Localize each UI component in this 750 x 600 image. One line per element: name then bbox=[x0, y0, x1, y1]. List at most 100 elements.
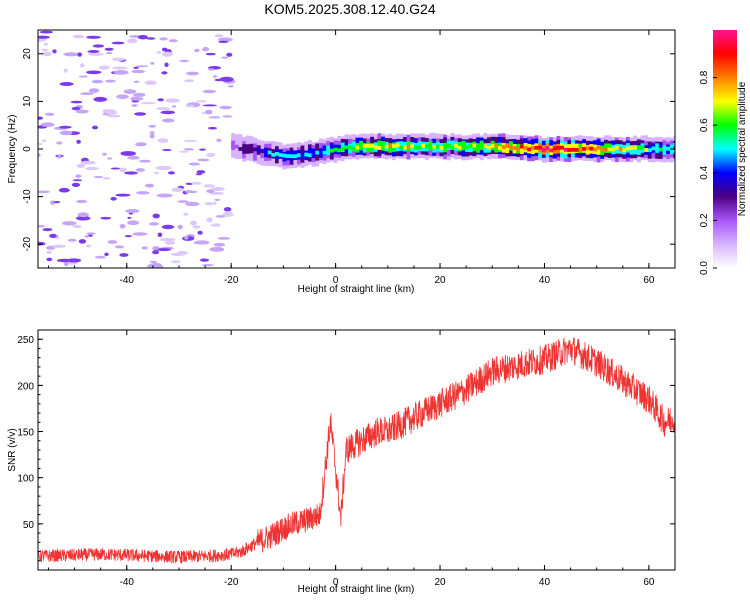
heatmap-xtick-label: 40 bbox=[539, 275, 551, 286]
heatmap-ridge-cell bbox=[530, 146, 535, 150]
heatmap-ytick-label: -20 bbox=[22, 237, 33, 252]
heatmap-noise-cell bbox=[91, 79, 104, 84]
heatmap-ridge-cell bbox=[264, 149, 268, 154]
heatmap-ridge-cell bbox=[604, 147, 608, 152]
heatmap-ridge-cell bbox=[472, 143, 477, 148]
heatmap-noise-cell bbox=[120, 151, 136, 156]
heatmap-noise-cell bbox=[156, 107, 170, 111]
heatmap-noise-cell bbox=[76, 199, 88, 204]
heatmap-noise-cell bbox=[67, 238, 77, 242]
heatmap-ridge-cell bbox=[563, 147, 568, 152]
heatmap-noise-cell bbox=[177, 224, 183, 230]
heatmap-ridge-cell bbox=[238, 147, 243, 151]
snr-ytick-label: 200 bbox=[17, 381, 34, 392]
heatmap-noise-cell bbox=[135, 142, 147, 147]
heatmap-noise-cell bbox=[135, 65, 149, 68]
heatmap-ridge-cell bbox=[625, 146, 630, 151]
snr-ytick-label: 250 bbox=[17, 335, 34, 346]
heatmap-noise-cell bbox=[148, 82, 156, 85]
heatmap-noise-cell bbox=[102, 177, 111, 180]
heatmap-noise-cell bbox=[139, 159, 151, 163]
heatmap-ridge-cell bbox=[322, 145, 327, 156]
heatmap-noise-cell bbox=[153, 171, 159, 175]
heatmap-ridge-cell bbox=[267, 150, 272, 155]
heatmap-noise-cell bbox=[168, 39, 178, 43]
colorbar-tick-label: 0.6 bbox=[699, 118, 710, 132]
heatmap-noise-cell bbox=[72, 225, 82, 228]
heatmap-ridge-cell bbox=[545, 146, 550, 150]
heatmap-ridge-cell bbox=[351, 141, 356, 152]
heatmap-ridge-cell bbox=[275, 152, 279, 156]
heatmap-noise-cell bbox=[213, 242, 226, 247]
heatmap-noise-cell bbox=[76, 163, 86, 168]
heatmap-ridge-cell bbox=[651, 146, 656, 151]
heatmap-noise-cell bbox=[85, 166, 99, 171]
heatmap-noise-cell bbox=[185, 104, 196, 108]
heatmap-noise-cell bbox=[94, 255, 106, 259]
heatmap-xlabel: Height of straight line (km) bbox=[298, 284, 415, 295]
heatmap-ridge-cell bbox=[538, 145, 543, 150]
heatmap-ridge-cell bbox=[534, 145, 539, 150]
heatmap-ridge-cell bbox=[428, 140, 433, 151]
heatmap-ridge-cell bbox=[395, 143, 400, 148]
heatmap-ridge-cell bbox=[362, 143, 367, 153]
heatmap-noise-cell bbox=[125, 209, 140, 213]
heatmap-noise-cell bbox=[157, 98, 164, 102]
colorbar: 0.0 0.2 0.4 0.6 0.8 Normalized spectral ampl… bbox=[699, 30, 748, 275]
heatmap-noise-cell bbox=[100, 216, 112, 220]
heatmap-ridge-cell bbox=[479, 145, 484, 150]
heatmap-ridge-cell bbox=[655, 147, 660, 152]
heatmap-ridge-cell bbox=[260, 148, 265, 159]
heatmap-noise-cell bbox=[159, 238, 176, 242]
heatmap-noise-cell bbox=[197, 230, 203, 235]
heatmap-noise-cell bbox=[124, 235, 133, 238]
heatmap-noise-cell bbox=[149, 133, 155, 139]
heatmap-noise-cell bbox=[46, 257, 53, 262]
heatmap-noise-cell bbox=[141, 246, 148, 250]
heatmap-noise-cell bbox=[131, 104, 138, 107]
heatmap-noise-cell bbox=[149, 222, 159, 226]
heatmap-noise-cell bbox=[133, 80, 140, 84]
heatmap-noise-cell bbox=[104, 47, 114, 51]
heatmap-ridge-cell bbox=[629, 146, 634, 151]
heatmap-ridge-cell bbox=[567, 148, 572, 152]
heatmap-ridge-cell bbox=[337, 148, 342, 153]
heatmap-noise-cell bbox=[161, 71, 168, 75]
heatmap-noise-cell bbox=[212, 201, 217, 205]
heatmap-ridge-cell bbox=[359, 140, 363, 151]
heatmap-ridge-cell bbox=[465, 145, 469, 149]
heatmap-noise-cell bbox=[213, 75, 218, 78]
snr-xtick-label: -40 bbox=[120, 577, 135, 588]
heatmap-ridge-cell bbox=[307, 148, 312, 158]
heatmap-noise-cell bbox=[199, 148, 206, 151]
heatmap-ridge-cell bbox=[487, 145, 491, 150]
heatmap-noise-cell bbox=[165, 98, 180, 103]
heatmap-ridge-cell bbox=[344, 145, 349, 150]
heatmap-noise-cell bbox=[75, 174, 82, 178]
heatmap-noise-cell bbox=[135, 168, 145, 172]
heatmap-ridge-cell bbox=[582, 147, 586, 151]
heatmap-noise-cell bbox=[72, 34, 85, 39]
heatmap-ridge-cell bbox=[282, 153, 287, 158]
heatmap-noise-cell bbox=[162, 51, 173, 57]
heatmap-noise-cell bbox=[38, 190, 51, 194]
snr-axes: -40 -20 0 20 40 60 50 100 150 200 250 bbox=[17, 330, 676, 588]
heatmap-ridge-cell bbox=[658, 147, 663, 152]
snr-series-line bbox=[38, 337, 675, 564]
heatmap-ridge-cell bbox=[421, 144, 426, 148]
heatmap-ridge-cell bbox=[662, 146, 667, 151]
heatmap-ridge-cell bbox=[366, 144, 371, 148]
heatmap-noise-cell bbox=[70, 100, 83, 104]
heatmap-noise-cell bbox=[157, 138, 169, 143]
heatmap-noise-cell bbox=[160, 110, 176, 115]
heatmap-noise-cell bbox=[87, 52, 104, 56]
heatmap-noise-cell bbox=[49, 233, 57, 238]
heatmap-ridge-cell bbox=[593, 147, 597, 152]
heatmap-ridge-cell bbox=[512, 146, 517, 150]
heatmap-noise-cell bbox=[77, 212, 90, 218]
heatmap-noise-cell bbox=[124, 171, 138, 175]
heatmap-ridge-cell bbox=[450, 146, 455, 150]
heatmap-noise-cell bbox=[86, 232, 96, 235]
heatmap-noise-cell bbox=[210, 223, 221, 227]
colorbar-ramp bbox=[713, 30, 737, 268]
